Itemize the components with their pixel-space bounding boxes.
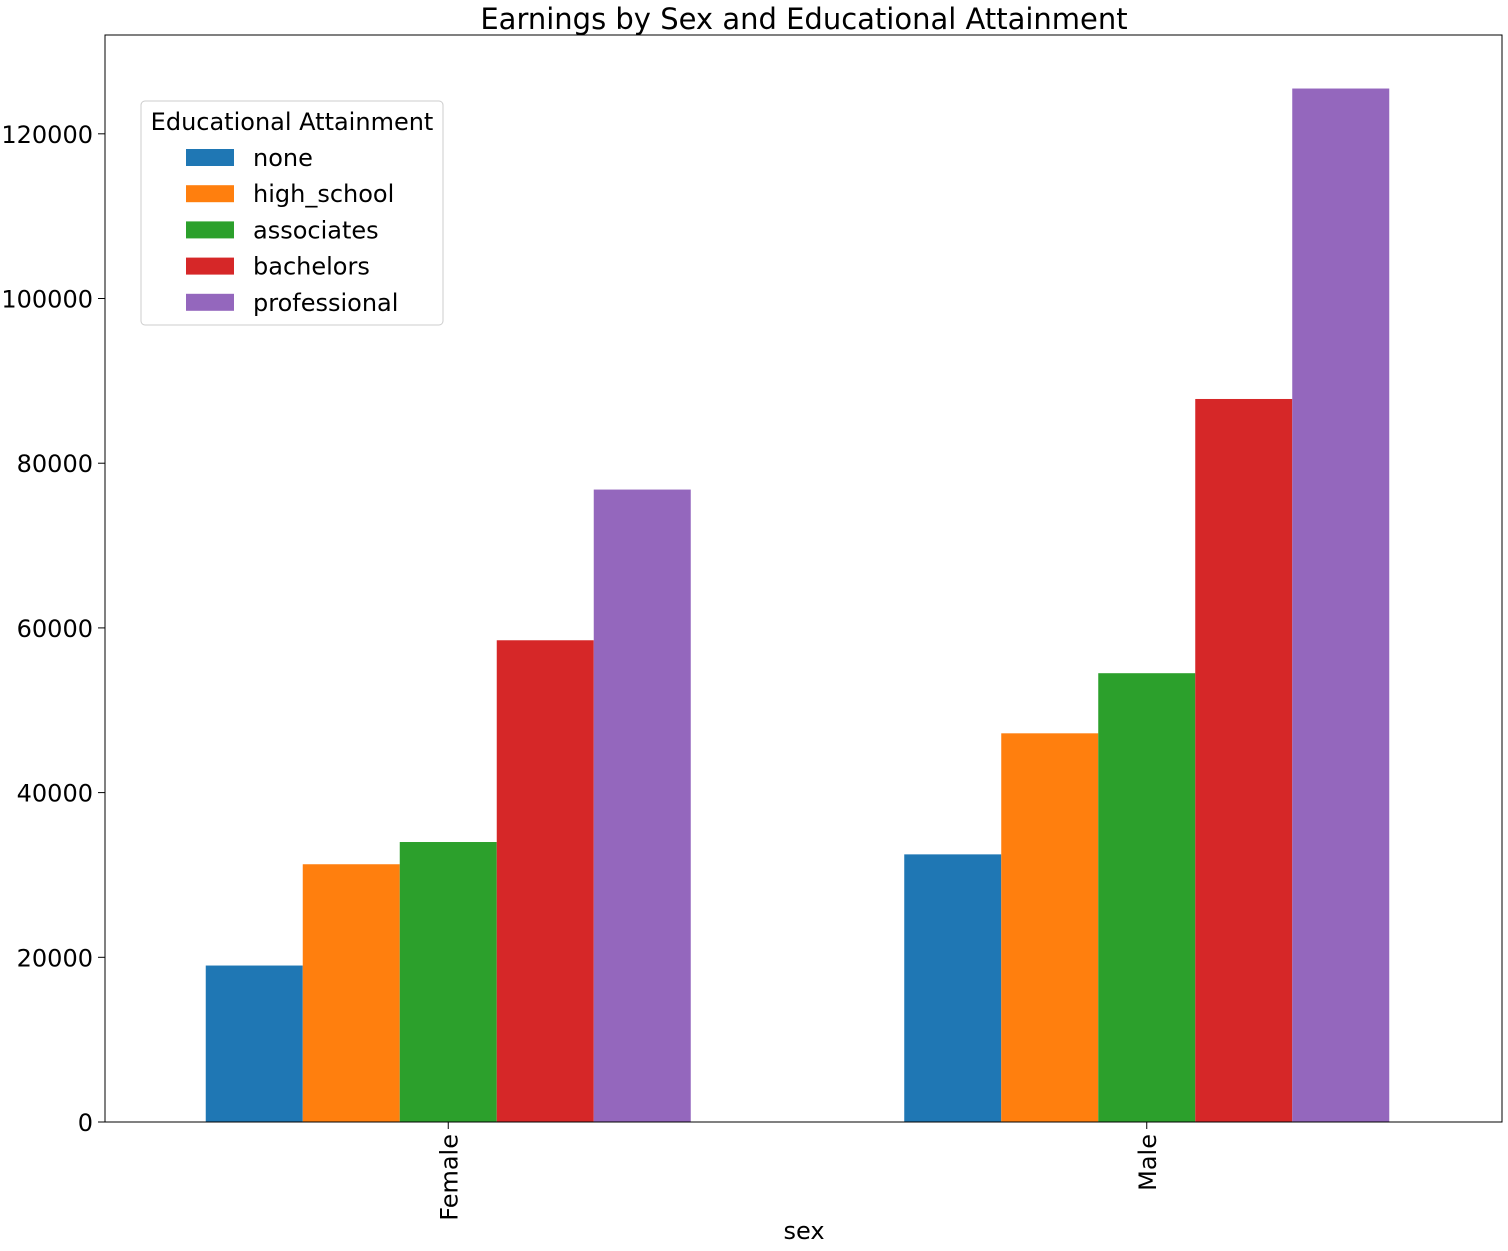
bar-professional-female: [593, 489, 691, 1123]
y-tick-label: 120000: [1, 121, 93, 149]
y-tick-label: 80000: [17, 450, 93, 478]
plot-frame: [104, 34, 1503, 1123]
y-tick-label: 40000: [17, 780, 93, 808]
legend: Educational Attainment none high_schoolass…: [140, 100, 444, 326]
legend-swatch-bachelors: [186, 257, 234, 275]
legend-swatch-none: [186, 149, 234, 166]
y-tick-label: 20000: [17, 944, 93, 972]
bar-associates-female: [399, 842, 497, 1122]
legend-swatch-professional: [186, 293, 234, 311]
legend-label-high_school: high_school: [253, 180, 394, 208]
legend-label-none: none: [253, 144, 313, 172]
y-tick-label: 60000: [17, 615, 93, 643]
y-axis: 0 20000 40000 60000 80000 100000 120000: [1, 121, 105, 1137]
bars-group: [205, 88, 1390, 1123]
legend-label-bachelors: bachelors: [253, 253, 370, 281]
y-tick-label: 100000: [1, 286, 93, 314]
bar-high_school-male: [1001, 733, 1099, 1122]
y-tick-label: 0: [78, 1109, 93, 1137]
bar-professional-male: [1292, 88, 1390, 1123]
legend-label-professional: professional: [253, 289, 398, 317]
legend-label-associates: associates: [253, 216, 379, 244]
bar-bachelors-male: [1195, 398, 1293, 1122]
bar-high_school-female: [302, 864, 400, 1122]
chart-title: Earnings by Sex and Educational Attainme…: [480, 2, 1127, 36]
bar-bachelors-female: [496, 640, 594, 1122]
bar-associates-male: [1098, 673, 1196, 1122]
x-axis: Female Male: [435, 1122, 1162, 1221]
legend-swatch-high_school: [186, 185, 234, 203]
x-tick-label: Male: [1134, 1134, 1162, 1191]
legend-title: Educational Attainment: [151, 108, 434, 136]
bar-none-female: [205, 965, 303, 1122]
bar-none-male: [904, 854, 1002, 1122]
x-tick-label: Female: [435, 1134, 463, 1221]
x-axis-label: sex: [783, 1217, 824, 1245]
legend-swatch-associates: [186, 221, 234, 239]
